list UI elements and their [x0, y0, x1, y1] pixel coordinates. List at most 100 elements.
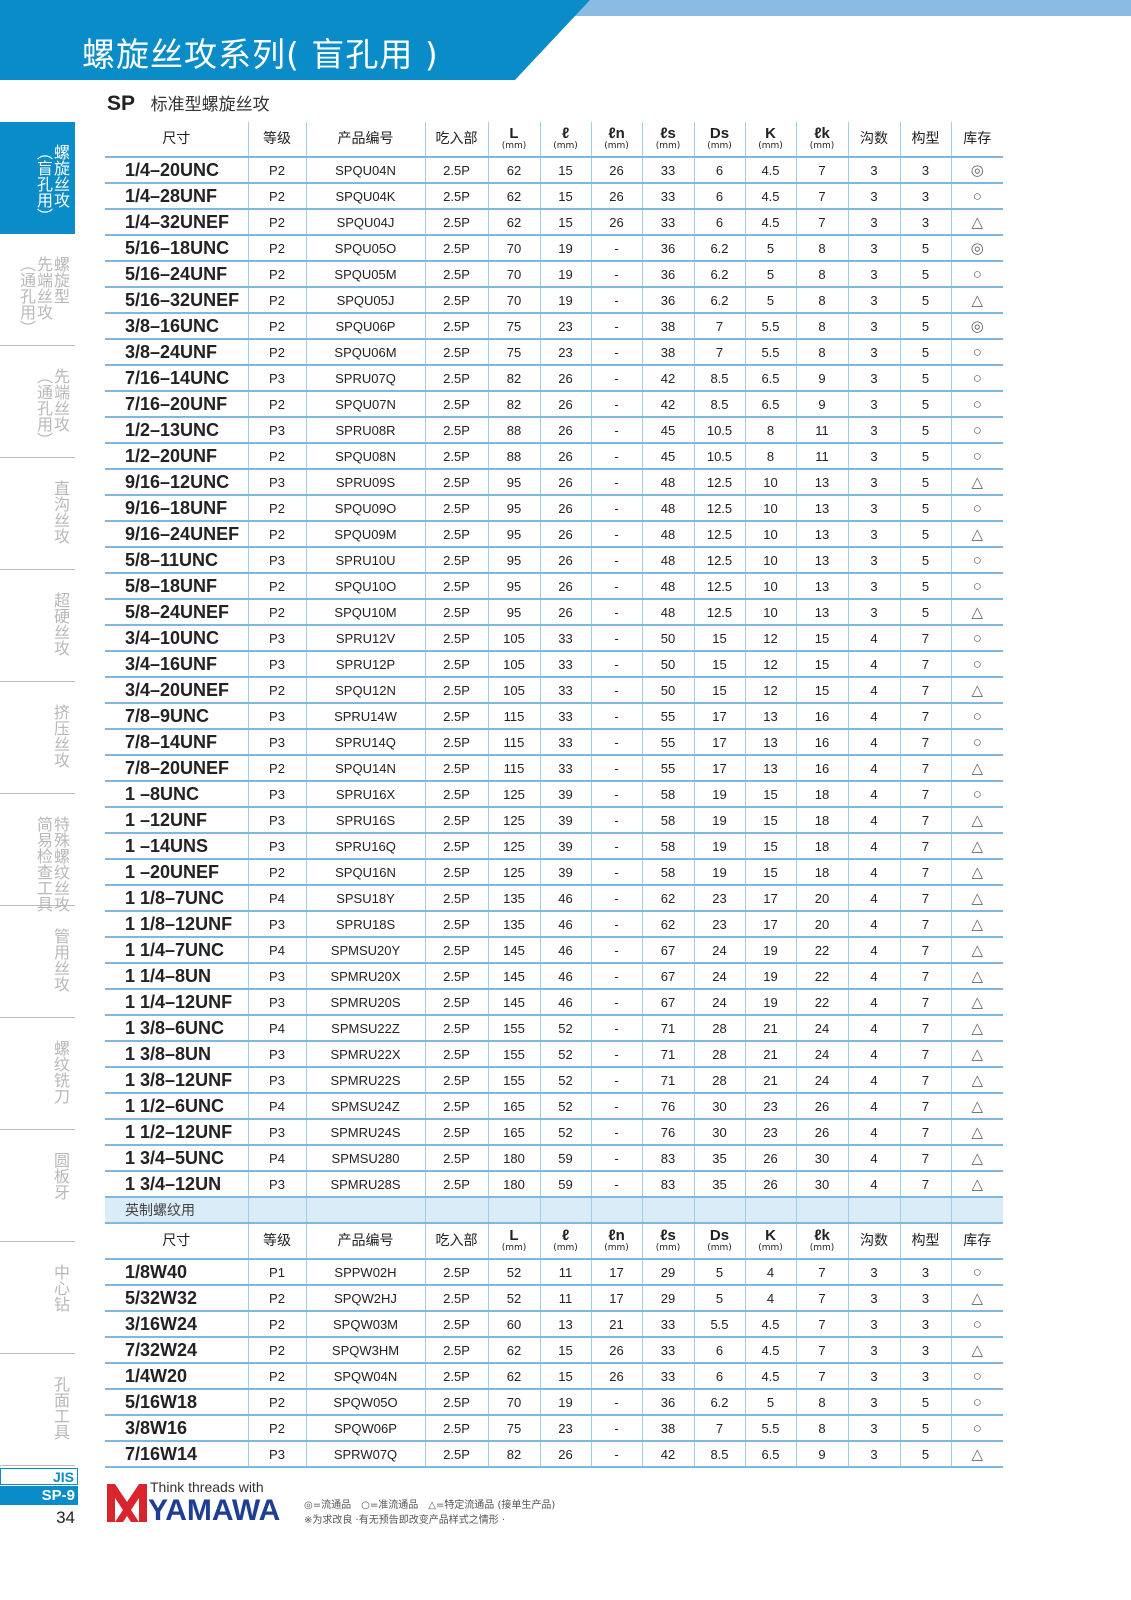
- table-cell: 26: [539, 417, 591, 444]
- sidebar-tab-label: 挤压丝攻: [51, 704, 70, 768]
- column-header-unit: (mm): [501, 140, 527, 151]
- table-cell: P2: [247, 521, 306, 548]
- table-cell: P2: [247, 1285, 306, 1312]
- table-cell: 88: [487, 443, 540, 470]
- column-header: L (mm): [487, 122, 540, 158]
- table-row: 3/16W24 P2 SPQW03M 2.5P 60 13 21 33 5.5 4.5 7 3 3 ○: [105, 1311, 1003, 1338]
- sidebar-tab[interactable]: 挤压丝攻: [0, 682, 75, 794]
- column-header-label: ℓs: [660, 1226, 676, 1244]
- table-cell: 2.5P: [424, 911, 488, 938]
- sidebar-tab[interactable]: 管用丝攻: [0, 906, 75, 1018]
- column-header-unit: (mm): [758, 1242, 783, 1253]
- table-cell: 5: [744, 1389, 796, 1416]
- table-cell: 7: [899, 859, 951, 886]
- column-header: 产品编号: [305, 122, 425, 158]
- section-cell: [487, 1197, 540, 1224]
- table-cell: 33: [641, 209, 694, 236]
- table-cell: 2.5P: [424, 1015, 488, 1042]
- thread-size: 3/8–24UNF: [105, 339, 248, 366]
- sidebar-tab[interactable]: 超硬丝攻: [0, 570, 75, 682]
- table-cell: 3: [847, 1311, 900, 1338]
- table-cell: 3: [847, 1259, 900, 1286]
- sidebar-tab[interactable]: 直沟丝攻: [0, 458, 75, 570]
- table-cell: 3: [847, 1285, 900, 1312]
- table-cell: 8.5: [693, 365, 745, 392]
- sidebar-tab[interactable]: 圆板牙: [0, 1130, 75, 1242]
- table-cell: 58: [641, 859, 694, 886]
- column-header-unit: (mm): [655, 140, 681, 151]
- sidebar-tab[interactable]: 特殊螺纹丝攻 简易检查工具: [0, 794, 75, 912]
- table-row: 1 –8UNC P3 SPRU16X 2.5P 125 39-58 19 15 18 4 7 ○: [105, 781, 1003, 808]
- stock-status: △: [950, 807, 1003, 834]
- stock-status: △: [950, 599, 1003, 626]
- table-cell: 26: [539, 365, 591, 392]
- sidebar-tab[interactable]: 螺纹铣刀: [0, 1018, 75, 1130]
- table-cell: 4.5: [744, 157, 796, 184]
- table-cell: -: [590, 833, 642, 860]
- table-cell: 35: [693, 1145, 745, 1172]
- sidebar-tab[interactable]: 先端丝攻 （通孔用）: [0, 346, 75, 458]
- table-cell: 165: [487, 1119, 540, 1146]
- table-cell: 7: [899, 781, 951, 808]
- table-cell: 2.5P: [424, 495, 488, 522]
- sidebar-tab[interactable]: 螺旋丝攻 （盲孔用）: [0, 122, 75, 234]
- table-row: 5/16–24UNF P2 SPQU05M 2.5P 70 19-36 6.2 5 8 3 5 ○: [105, 261, 1003, 288]
- thread-size: 1 –14UNS: [105, 833, 248, 860]
- column-header: ℓk (mm): [795, 1223, 848, 1260]
- stock-status: △: [950, 287, 1003, 314]
- table-cell: 4: [847, 651, 900, 678]
- table-cell: -: [590, 391, 642, 418]
- table-cell: P2: [247, 157, 306, 184]
- sidebar-tab[interactable]: 螺旋型 先端丝攻 （通孔用）: [0, 234, 75, 346]
- table-cell: 15: [539, 1363, 591, 1390]
- table-cell: 5: [899, 469, 951, 496]
- table-cell: 19: [539, 261, 591, 288]
- table-cell: 30: [693, 1093, 745, 1120]
- thread-size: 1/2–20UNF: [105, 443, 248, 470]
- sidebar-tab[interactable]: 孔面工具: [0, 1354, 75, 1466]
- table-row: 7/32W24 P2 SPQW3HM 2.5P 62 15 26 33 6 4.5 7 3 3 △: [105, 1337, 1003, 1364]
- product-code: SPRU12P: [305, 651, 425, 678]
- table-cell: 6: [693, 1363, 745, 1390]
- table-cell: 105: [487, 625, 540, 652]
- table-cell: P3: [247, 703, 306, 730]
- column-header-label: ℓ: [561, 124, 570, 142]
- table-cell: 3: [847, 1441, 900, 1468]
- table-cell: 55: [641, 703, 694, 730]
- product-code: SPQU10M: [305, 599, 425, 626]
- sidebar-tab[interactable]: 中心钻: [0, 1242, 75, 1354]
- thread-size: 7/32W24: [105, 1337, 248, 1364]
- table-cell: 7: [795, 1337, 848, 1364]
- section-cell: [247, 1197, 306, 1224]
- product-code: SPQU09O: [305, 495, 425, 522]
- table-cell: 145: [487, 937, 540, 964]
- table-cell: 23: [693, 885, 745, 912]
- thread-size: 1/8W40: [105, 1259, 248, 1286]
- table-cell: 33: [539, 703, 591, 730]
- table-cell: 35: [693, 1171, 745, 1198]
- table-cell: 13: [539, 1311, 591, 1338]
- table-row: 1 1/2–12UNF P3 SPMRU24S 2.5P 165 52-76 30 23 26 4…: [105, 1119, 1003, 1146]
- stock-status: ○: [950, 703, 1003, 730]
- category-sidebar: 螺旋丝攻 （盲孔用） 螺旋型 先端丝攻 （通孔用） 先端丝攻 （通孔用） 直沟丝攻 超硬…: [0, 122, 75, 1466]
- table-row: 9/16–12UNC P3 SPRU09S 2.5P 95 26-48 12.5 10 13 3 5…: [105, 469, 1003, 496]
- table-cell: -: [590, 495, 642, 522]
- table-row: 1 1/8–12UNF P3 SPRU18S 2.5P 135 46-62 23 17 20 4 7…: [105, 911, 1003, 938]
- table-row: 7/16W14 P3 SPRW07Q 2.5P 82 26-42 8.5 6.5 9 3 5 △: [105, 1441, 1003, 1468]
- sidebar-tab-label: 先端丝攻 （通孔用）: [34, 368, 70, 448]
- table-row: 1 1/4–12UNF P3 SPMRU20S 2.5P 145 46-67 24 19 22 4…: [105, 989, 1003, 1016]
- thread-size: 5/16–32UNEF: [105, 287, 248, 314]
- table-cell: 11: [795, 417, 848, 444]
- stock-status: ○: [950, 443, 1003, 470]
- table-cell: 7: [899, 651, 951, 678]
- table-cell: 13: [795, 573, 848, 600]
- legend-symbols: ◎=流通品 ○=准流通品 △=特定流通品 (接单生产品): [304, 1500, 556, 1511]
- table-cell: 125: [487, 859, 540, 886]
- table-cell: 50: [641, 625, 694, 652]
- table-cell: -: [590, 443, 642, 470]
- table-cell: 105: [487, 677, 540, 704]
- table-cell: 12.5: [693, 599, 745, 626]
- table-cell: P2: [247, 859, 306, 886]
- table-cell: 4: [847, 703, 900, 730]
- table-cell: 7: [693, 339, 745, 366]
